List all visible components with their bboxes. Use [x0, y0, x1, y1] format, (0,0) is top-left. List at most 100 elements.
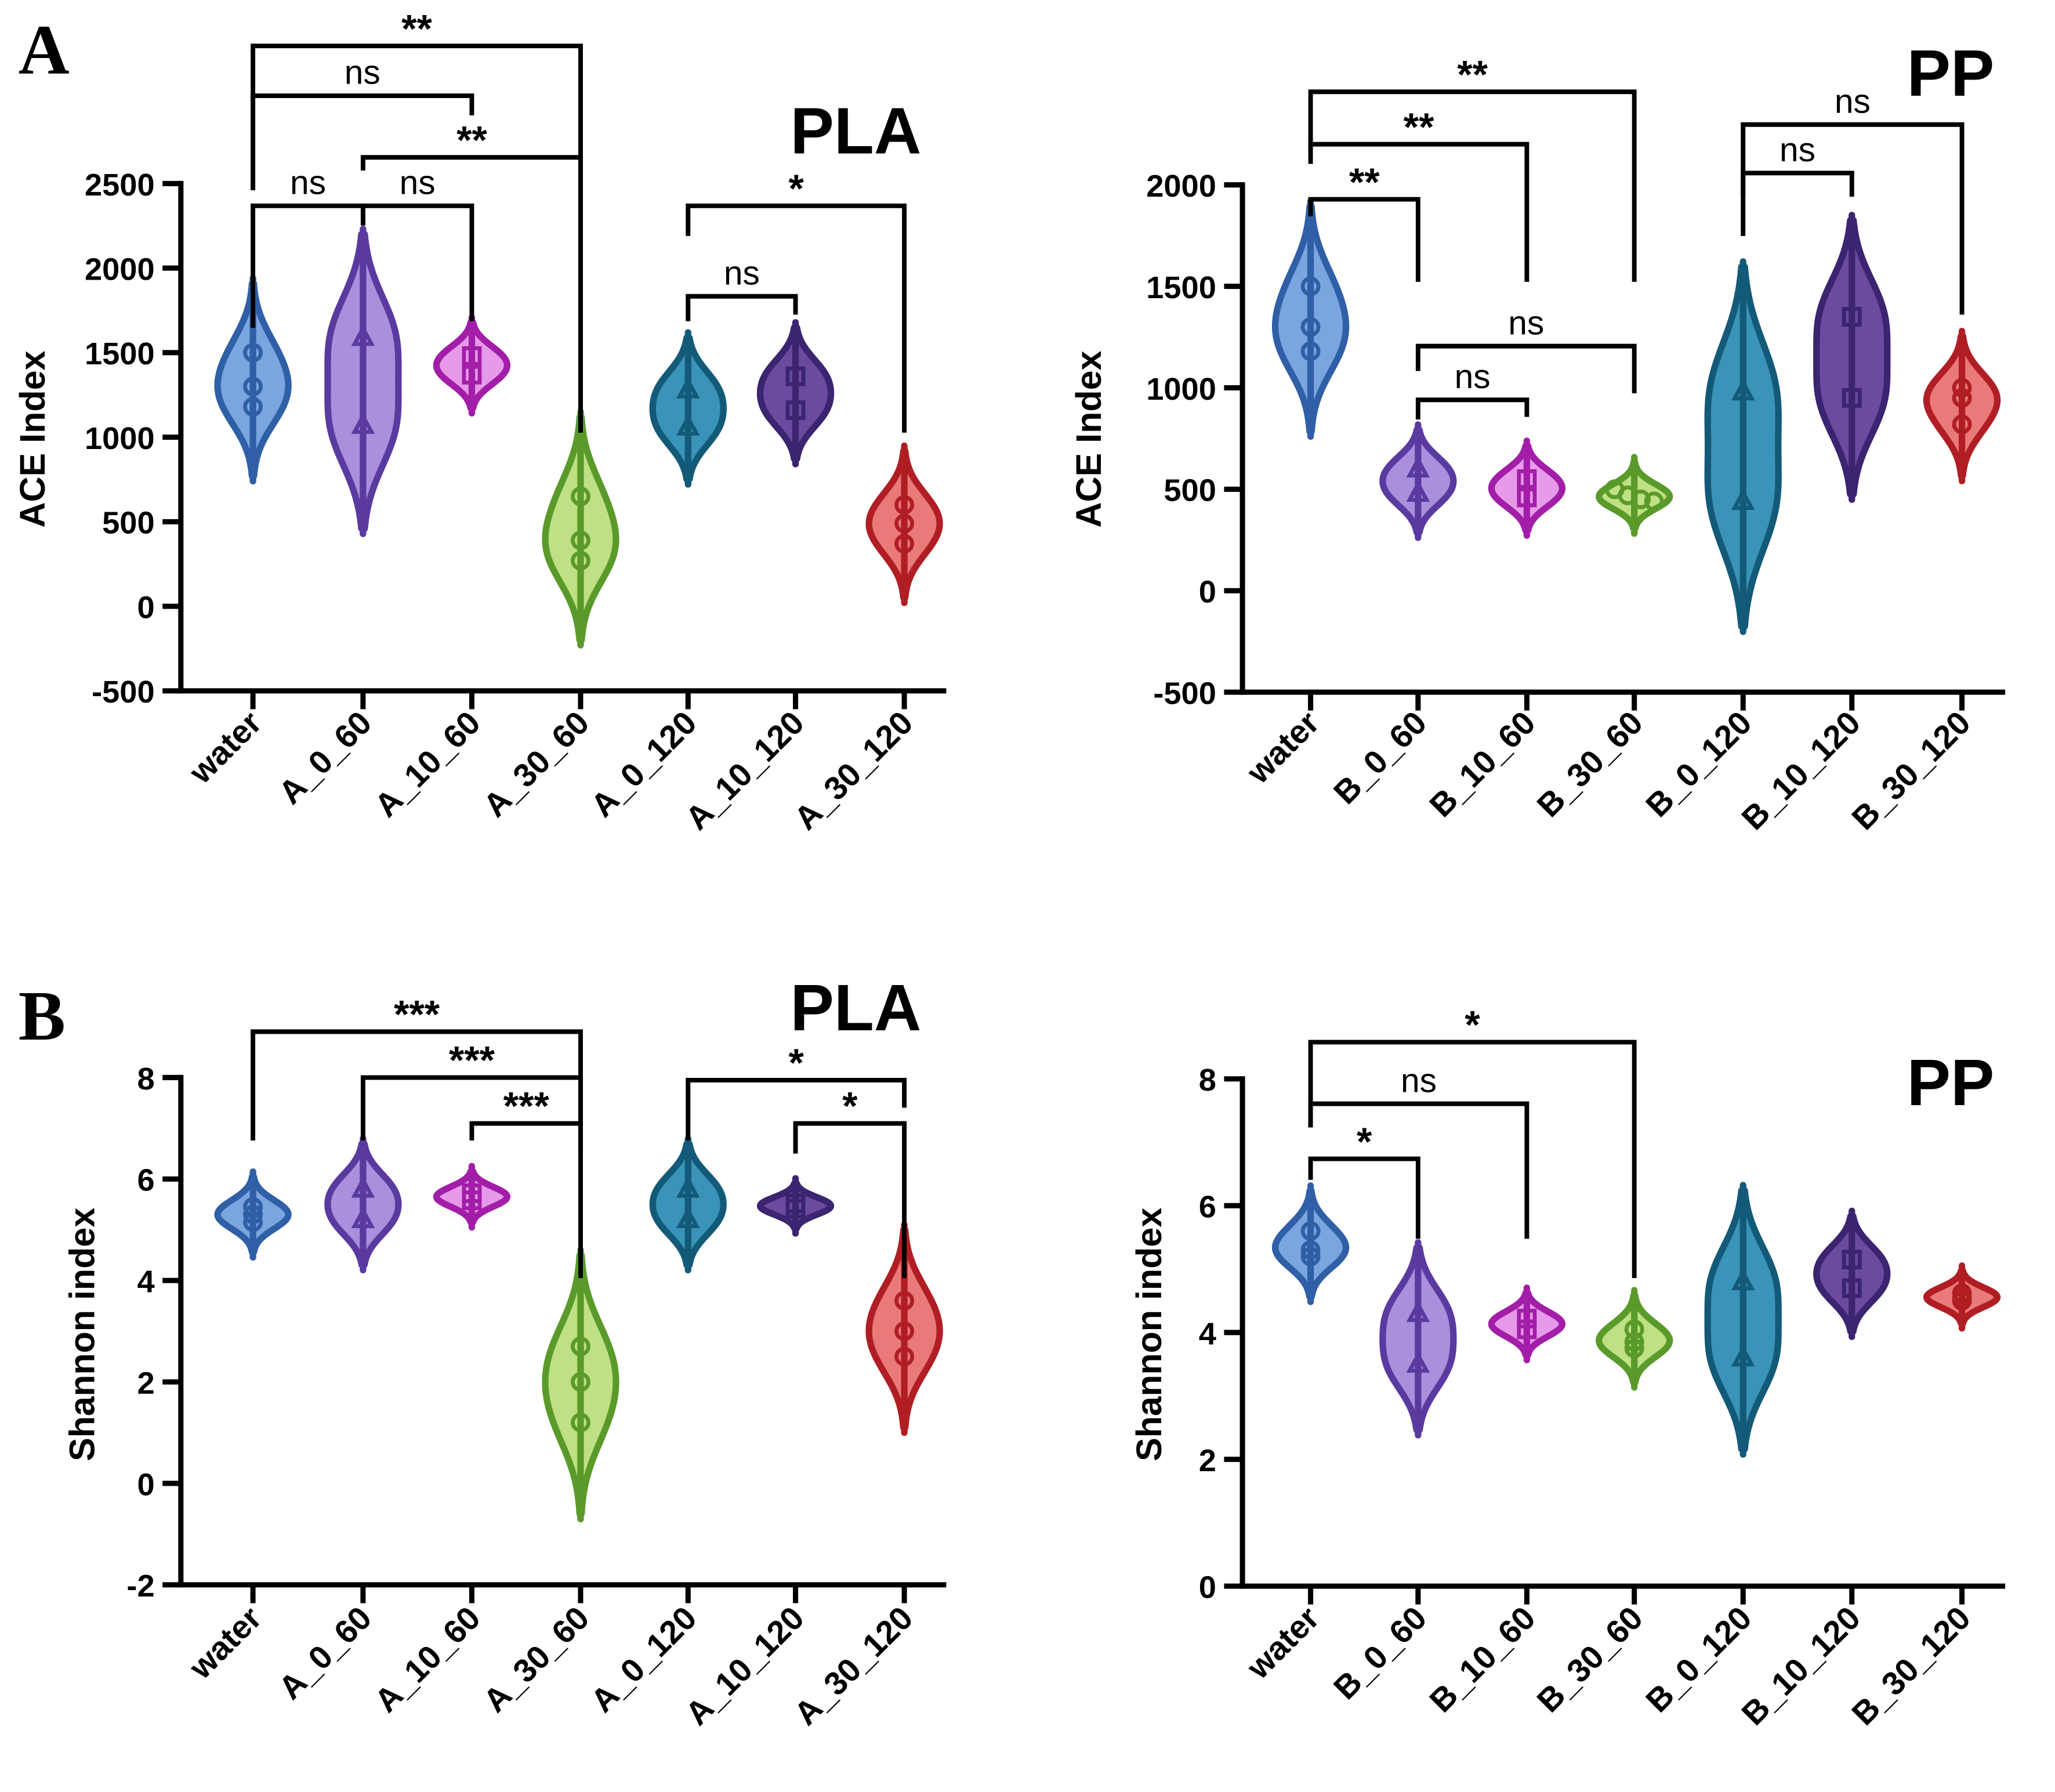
data-point-square	[1842, 1250, 1862, 1270]
data-point-circle	[1952, 414, 1972, 435]
y-tick-label: 1500	[85, 336, 155, 371]
significance-label: *	[788, 1041, 804, 1085]
y-tick-label: 4	[1199, 1316, 1216, 1351]
chart-title: PLA	[791, 971, 922, 1044]
y-tick-label: 2000	[1146, 169, 1216, 204]
significance-bracket	[1308, 1101, 1530, 1239]
y-tick-label: -2	[126, 1569, 154, 1603]
significance-bracket	[686, 203, 907, 433]
data-point-square	[785, 1199, 806, 1219]
y-tick-label: 1500	[1146, 270, 1216, 305]
significance-label: **	[1349, 161, 1380, 204]
y-tick-label: -500	[92, 675, 155, 709]
data-point-square	[785, 366, 806, 386]
y-tick-label: 2	[1199, 1443, 1216, 1478]
x-tick-label: B_30_60	[1530, 1599, 1650, 1719]
x-tick-label: water	[1239, 704, 1326, 791]
data-point-triangle	[1406, 1300, 1430, 1322]
data-point-circle	[1624, 1332, 1644, 1352]
x-tick-label: B_30_120	[1844, 704, 1977, 837]
data-point-circle	[1300, 276, 1321, 296]
significance-bracket	[1308, 89, 1637, 282]
significance-bracket	[1308, 142, 1530, 282]
data-point-circle	[571, 1413, 590, 1433]
y-tick-label: 500	[102, 506, 154, 541]
x-tick-label: A_30_60	[476, 704, 596, 824]
significance-bracket	[686, 1078, 907, 1141]
data-point-triangle	[676, 1206, 700, 1228]
data-point-triangle	[351, 1175, 375, 1198]
data-point-square	[462, 1190, 482, 1211]
significance-label: **	[401, 7, 432, 50]
data-point-square	[462, 364, 482, 385]
data-point-circle	[571, 1336, 590, 1356]
x-tick-label: A_10_60	[367, 1599, 487, 1719]
data-point-circle	[894, 495, 915, 515]
data-point-circle	[571, 486, 590, 506]
x-tick-label: water	[1239, 1599, 1326, 1686]
data-point-circle	[894, 1291, 915, 1311]
data-point-triangle	[1731, 1344, 1755, 1367]
significance-label: ***	[394, 993, 440, 1037]
data-point-circle	[1300, 317, 1321, 337]
x-tick-label: B_0_60	[1326, 704, 1433, 811]
data-point-circle	[1300, 1246, 1321, 1266]
y-tick-label: 500	[1164, 473, 1216, 508]
significance-label: ns	[400, 164, 436, 202]
chart-shannon-pla: PLA Shannon index -2 0 2 4 6 8 water A_0_60A_10…	[63, 971, 947, 1732]
y-tick-label: 6	[1199, 1190, 1216, 1225]
significance-label: *	[788, 167, 804, 211]
data-point-circle	[243, 1204, 263, 1225]
data-point-circle	[894, 1346, 915, 1367]
y-tick-label: 6	[137, 1163, 154, 1198]
y-tick-label: 1000	[85, 421, 155, 456]
data-point-square	[1842, 1278, 1862, 1298]
data-point-circle	[1300, 1240, 1321, 1260]
significance-bracket	[1308, 197, 1420, 282]
y-tick-label: 4	[137, 1265, 154, 1299]
data-point-circle	[894, 513, 915, 534]
significance-label: *	[842, 1085, 858, 1128]
significance-label: ***	[503, 1085, 550, 1128]
data-point-triangle	[1731, 488, 1755, 511]
x-tick-label: A_30_60	[476, 1599, 596, 1719]
x-tick-label: water	[182, 704, 269, 791]
data-point-circle	[1624, 1338, 1644, 1359]
x-tick-label: A_0_60	[271, 1599, 378, 1706]
data-point-circle	[1300, 1221, 1321, 1241]
x-tick-label: A_0_60	[271, 704, 378, 811]
significance-bracket	[360, 155, 583, 433]
chart-shannon-pp: PP Shannon index 0 2 4 6 8 water B_0_60B_10_60…	[1129, 1004, 2006, 1732]
significance-label: **	[1404, 106, 1434, 149]
y-tick-label: 2000	[85, 252, 155, 287]
y-tick-label: 8	[1199, 1063, 1216, 1098]
data-point-circle	[894, 1321, 915, 1341]
x-tick-label: A_30_120	[787, 1599, 920, 1732]
x-tick-label: B_30_60	[1530, 704, 1650, 824]
data-point-circle	[1631, 489, 1651, 509]
data-point-square	[1517, 469, 1537, 489]
significance-label: ns	[724, 254, 760, 292]
x-tick-label: A_10_60	[367, 704, 487, 824]
data-point-circle	[894, 534, 915, 554]
y-tick-label: 0	[1199, 575, 1216, 610]
significance-bracket	[1741, 171, 1854, 236]
data-point-circle	[1952, 388, 1972, 408]
significance-label: **	[456, 118, 487, 162]
data-point-triangle	[351, 1206, 375, 1228]
data-point-circle	[1300, 341, 1321, 361]
panel-label-b: B	[19, 977, 66, 1055]
data-point-circle	[243, 342, 263, 363]
y-tick-label: 8	[137, 1062, 154, 1096]
data-point-triangle	[676, 414, 700, 436]
x-tick-label: B_10_120	[1734, 704, 1867, 837]
chart-title: PP	[1907, 37, 1995, 110]
significance-bracket	[686, 294, 798, 321]
x-tick-label: B_0_60	[1326, 1599, 1433, 1706]
significance-label: ns	[1508, 304, 1544, 342]
y-axis-title: Shannon index	[63, 1208, 102, 1461]
data-point-square	[1517, 1319, 1537, 1340]
y-axis-title: ACE Index	[1069, 350, 1108, 527]
